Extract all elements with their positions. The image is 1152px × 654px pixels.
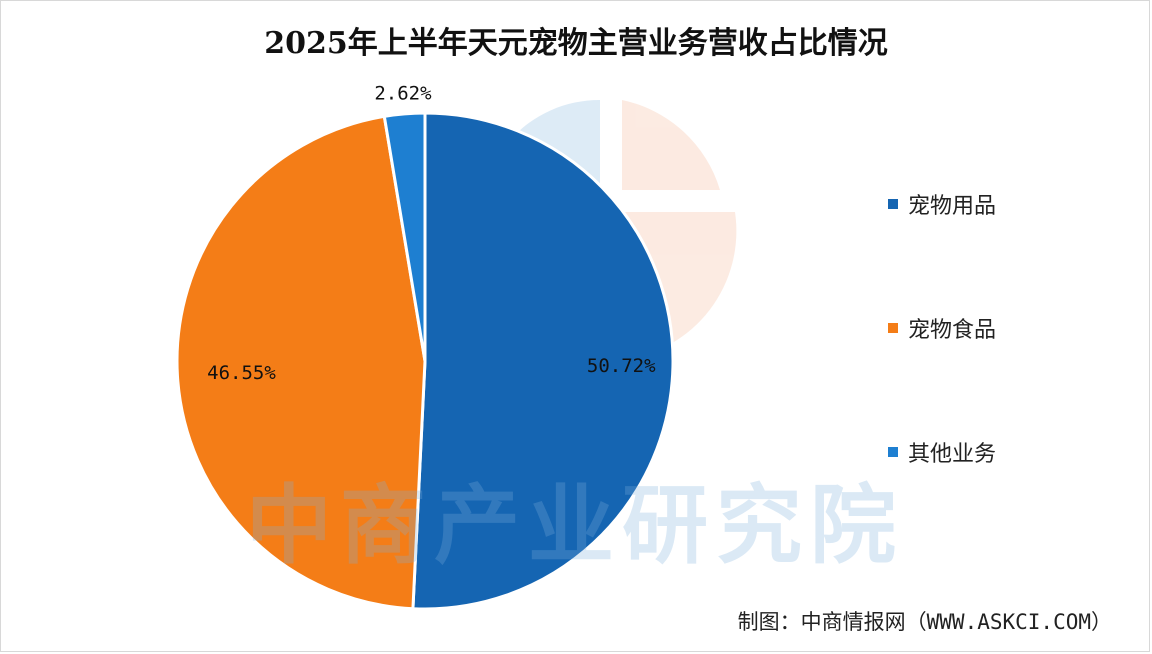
legend-label: 宠物用品 xyxy=(908,194,997,219)
legend-swatch xyxy=(888,447,898,457)
pie-slice xyxy=(382,111,427,362)
pie-labels: 50.72% 46.55% 2.62% xyxy=(207,83,656,385)
legend-item-pet-supplies: 宠物用品 xyxy=(888,186,996,222)
legend-item-other: 其他业务 xyxy=(888,434,996,470)
legend-label: 其他业务 xyxy=(908,442,997,467)
slice-value-label: 46.55% xyxy=(207,362,276,384)
pie-slice xyxy=(411,111,675,611)
chart-title: 2025年上半年天元宠物主营业务营收占比情况 xyxy=(264,26,888,61)
legend-swatch xyxy=(888,199,898,209)
pie-slice xyxy=(175,114,427,611)
watermark-text: 中商产业研究院 xyxy=(246,476,904,576)
legend-swatch xyxy=(888,323,898,333)
slice-value-label: 50.72% xyxy=(587,355,656,377)
legend: 宠物用品 宠物食品 其他业务 xyxy=(888,186,996,558)
legend-label: 宠物食品 xyxy=(908,318,997,343)
slice-value-label: 2.62% xyxy=(374,83,432,105)
source-credit: 制图：中商情报网（WWW.ASKCI.COM） xyxy=(737,610,1112,634)
legend-item-pet-food: 宠物食品 xyxy=(888,310,996,346)
pie-slices xyxy=(175,111,675,611)
